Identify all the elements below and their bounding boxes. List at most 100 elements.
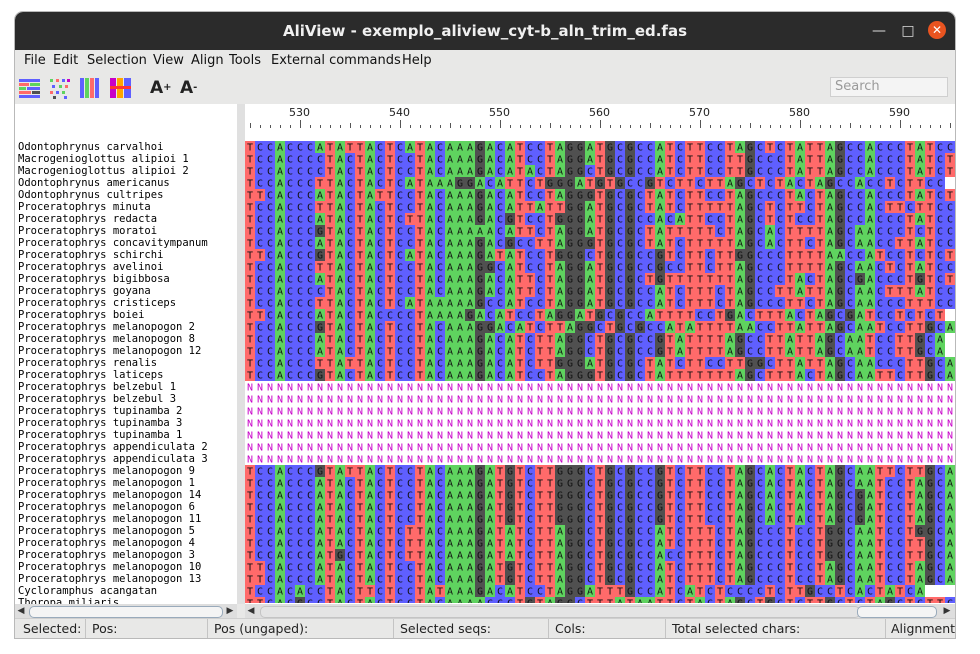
sequence-name[interactable]: Proceratophrys melanopogon 1 [18,477,195,489]
panel-splitter[interactable] [237,104,245,604]
menu-view[interactable]: View [153,53,184,68]
sequence-name[interactable]: Proceratophrys cristiceps [18,297,176,309]
sequence-name[interactable]: Proceratophrys tupinamba 1 [18,429,182,441]
sequence-name[interactable]: Proceratophrys tupinamba 2 [18,405,182,417]
sequence-name[interactable]: Proceratophrys melanopogon 4 [18,537,195,549]
menu-file[interactable]: File [24,53,46,68]
sequence-name[interactable]: Proceratophrys melanopogon 13 [18,573,201,585]
sequence-name[interactable]: Proceratophrys concavitympanum [18,237,208,249]
sequence-name[interactable]: Proceratophrys melanopogon 6 [18,501,195,513]
minimize-icon[interactable]: — [871,23,887,39]
sequence-name[interactable]: Odontophrynus cultripes [18,189,163,201]
sequence-name[interactable]: Proceratophrys redacta [18,213,157,225]
sequence-name[interactable]: Cycloramphus acangatan [18,585,157,597]
sequence-name[interactable]: Proceratophrys melanopogon 12 [18,345,201,357]
sequence-name[interactable]: Proceratophrys melanopogon 11 [18,513,201,525]
nucleotide-color-icon[interactable] [18,77,40,99]
sequence-name[interactable]: Macrogenioglottus alipioi 2 [18,165,189,177]
codon-color-icon[interactable] [109,77,131,99]
search-input[interactable]: Search [830,77,948,97]
sequence-name[interactable]: Proceratophrys moratoi [18,225,157,237]
sequence-name[interactable]: Proceratophrys minuta [18,201,151,213]
sequence-name[interactable]: Odontophrynus carvalhoi [18,141,163,153]
sequence-name[interactable]: Proceratophrys avelinoi [18,261,163,273]
menu-selection[interactable]: Selection [87,53,147,68]
sequence-name[interactable]: Proceratophrys schirchi [18,249,163,261]
maximize-icon[interactable]: □ [900,23,916,39]
sequence-name[interactable]: Proceratophrys melanopogon 3 [18,549,195,561]
menu-external-commands[interactable]: External commands [271,53,401,68]
sequence-name[interactable]: Proceratophrys melanopogon 2 [18,321,195,333]
sequence-name[interactable]: Proceratophrys laticeps [18,369,163,381]
sequence-name[interactable]: Proceratophrys renalis [18,357,157,369]
sequence-name[interactable]: Proceratophrys melanopogon 5 [18,525,195,537]
base-letter: T [357,191,363,202]
sequence-name[interactable]: Macrogenioglottus alipioi 1 [18,153,189,165]
translate-color-icon[interactable] [79,77,101,99]
sequence-name[interactable]: Proceratophrys boiei [18,309,144,321]
menu-tools[interactable]: Tools [229,53,261,68]
base-cell [395,309,405,321]
consensus-color-icon[interactable] [48,77,70,99]
sequence-name[interactable]: Proceratophrys bigibbosa [18,273,170,285]
sequence-name[interactable]: Proceratophrys melanopogon 10 [18,561,201,573]
sequence-name[interactable]: Proceratophrys melanopogon 9 [18,465,195,477]
sequence-name[interactable]: Proceratophrys tupinamba 3 [18,417,182,429]
sequence-name[interactable]: Proceratophrys belzebul 1 [18,381,176,393]
sequence-name[interactable]: Proceratophrys appendiculata 3 [18,453,208,465]
sequence-name[interactable]: Proceratophrys melanopogon 8 [18,333,195,345]
base-letter: A [587,203,593,214]
sequence-name[interactable]: Thoropa miliaris [18,597,119,604]
menu-help[interactable]: Help [402,53,432,68]
sequence-name[interactable]: Proceratophrys appendiculata 2 [18,441,208,453]
sequence-name[interactable]: Proceratophrys goyana [18,285,151,297]
close-icon[interactable]: ✕ [928,21,946,39]
font-decrease-icon[interactable]: A- [180,77,202,99]
base-cell [705,237,715,249]
base-cell [285,165,295,177]
menu-edit[interactable]: Edit [53,53,78,68]
sequence-name[interactable]: Odontophrynus americanus [18,177,170,189]
sequence-name[interactable]: Proceratophrys belzebul 3 [18,393,176,405]
font-increase-icon[interactable]: A+ [150,77,172,99]
sequence-name[interactable]: Proceratophrys melanopogon 14 [18,489,201,501]
menu-align[interactable]: Align [191,53,224,68]
